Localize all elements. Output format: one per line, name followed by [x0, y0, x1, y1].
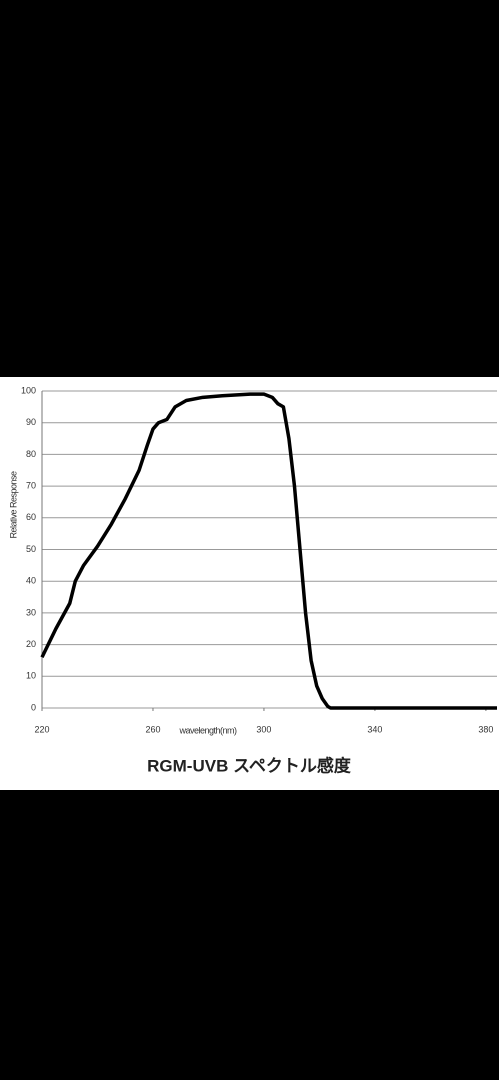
x-tick-label: 220 [34, 724, 49, 734]
y-tick-label: 10 [26, 671, 36, 681]
y-tick-label: 90 [26, 417, 36, 427]
y-tick-label: 40 [26, 576, 36, 586]
y-tick-label: 70 [26, 480, 36, 490]
x-tick-label: 380 [478, 724, 493, 734]
x-tick-label: 340 [367, 724, 382, 734]
image-area [0, 377, 499, 790]
x-tick-label: 300 [256, 724, 271, 734]
y-tick-label: 50 [26, 544, 36, 554]
y-tick-label: 60 [26, 512, 36, 522]
x-tick-label: 260 [145, 724, 160, 734]
y-tick-label: 100 [21, 385, 36, 395]
y-axis-label: Relative Response [8, 471, 18, 539]
y-tick-label: 0 [31, 702, 36, 712]
x-axis-label: wavelength(nm) [178, 725, 237, 735]
y-tick-label: 80 [26, 449, 36, 459]
y-tick-label: 30 [26, 607, 36, 617]
chart-title: RGM-UVB スペクトル感度 [147, 755, 352, 775]
y-tick-label: 20 [26, 639, 36, 649]
data-line [40, 392, 497, 710]
